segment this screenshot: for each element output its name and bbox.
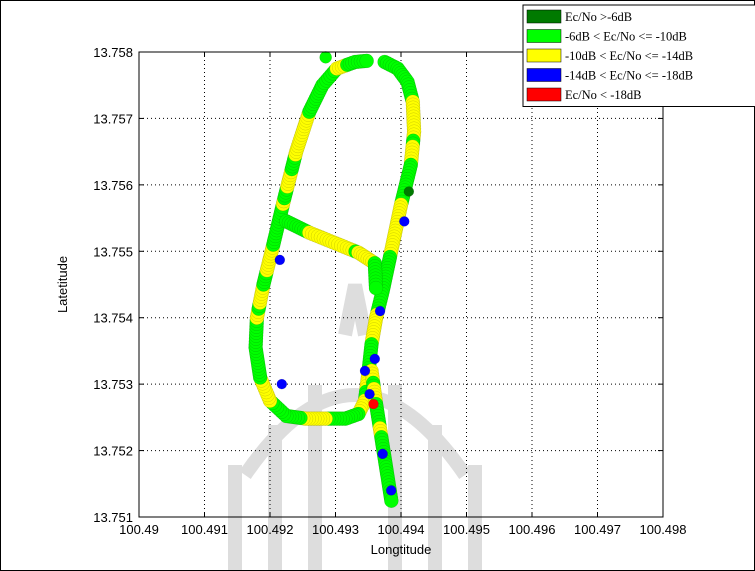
data-point [403,186,415,197]
x-tick-label: 100.491 [181,522,228,537]
university-seal-watermark [228,283,482,571]
data-point [359,53,374,69]
x-tick-label: 100.497 [574,522,621,537]
y-tick-label: 13.752 [93,444,133,459]
y-tick-label: 13.754 [93,311,133,326]
data-point [369,353,380,365]
data-point [274,254,286,266]
data-point [377,448,388,460]
legend-label: Ec/No >-6dB [565,10,632,24]
y-tick-label: 13.751 [93,510,133,525]
x-tick-label: 100.494 [378,522,425,537]
x-tick-label: 100.496 [509,522,556,537]
x-tick-label: 100.492 [247,522,294,537]
data-point [385,485,397,496]
legend-label: -6dB < Ec/No <= -10dB [565,30,687,44]
data-point [359,365,371,377]
ticks [138,51,664,518]
data-point [276,378,287,390]
x-axis-label: Longtitude [371,542,432,557]
data-points [248,51,422,508]
x-tick-label: 100.495 [443,522,490,537]
data-point [364,388,375,400]
legend-box [522,4,755,107]
legend-swatch [526,68,562,82]
x-tick-label: 100.49 [119,522,159,537]
y-axis-label: Latetitude [55,256,70,313]
data-point [384,493,399,508]
data-point [368,398,379,410]
x-tick-label: 100.498 [640,522,687,537]
x-tick-label: 100.493 [312,522,359,537]
y-tick-label: 13.755 [93,244,133,259]
y-tick-label: 13.753 [93,377,133,392]
y-tick-label: 13.758 [93,45,133,60]
legend-label: -14dB < Ec/No <= -18dB [565,69,693,83]
legend-swatch [526,9,562,24]
legend-swatch [526,48,562,63]
data-point [374,305,386,317]
legend-label: -10dB < Ec/No <= -14dB [565,49,693,63]
y-tick-label: 13.756 [93,178,133,193]
legend-swatch [526,87,562,102]
legend: Ec/No >-6dB -6dB < Ec/No <= -10dB -10dB < … [522,4,755,107]
y-tick-label: 13.757 [93,111,133,126]
data-point [368,280,384,296]
data-point [319,51,332,64]
tick-labels: 100.49 100.491 100.492 100.493 100.494 100.49… [93,45,686,537]
grid-lines [139,52,663,517]
legend-swatch [526,29,562,43]
legend-label: Ec/No < -18dB [565,88,641,102]
data-point [399,216,410,227]
